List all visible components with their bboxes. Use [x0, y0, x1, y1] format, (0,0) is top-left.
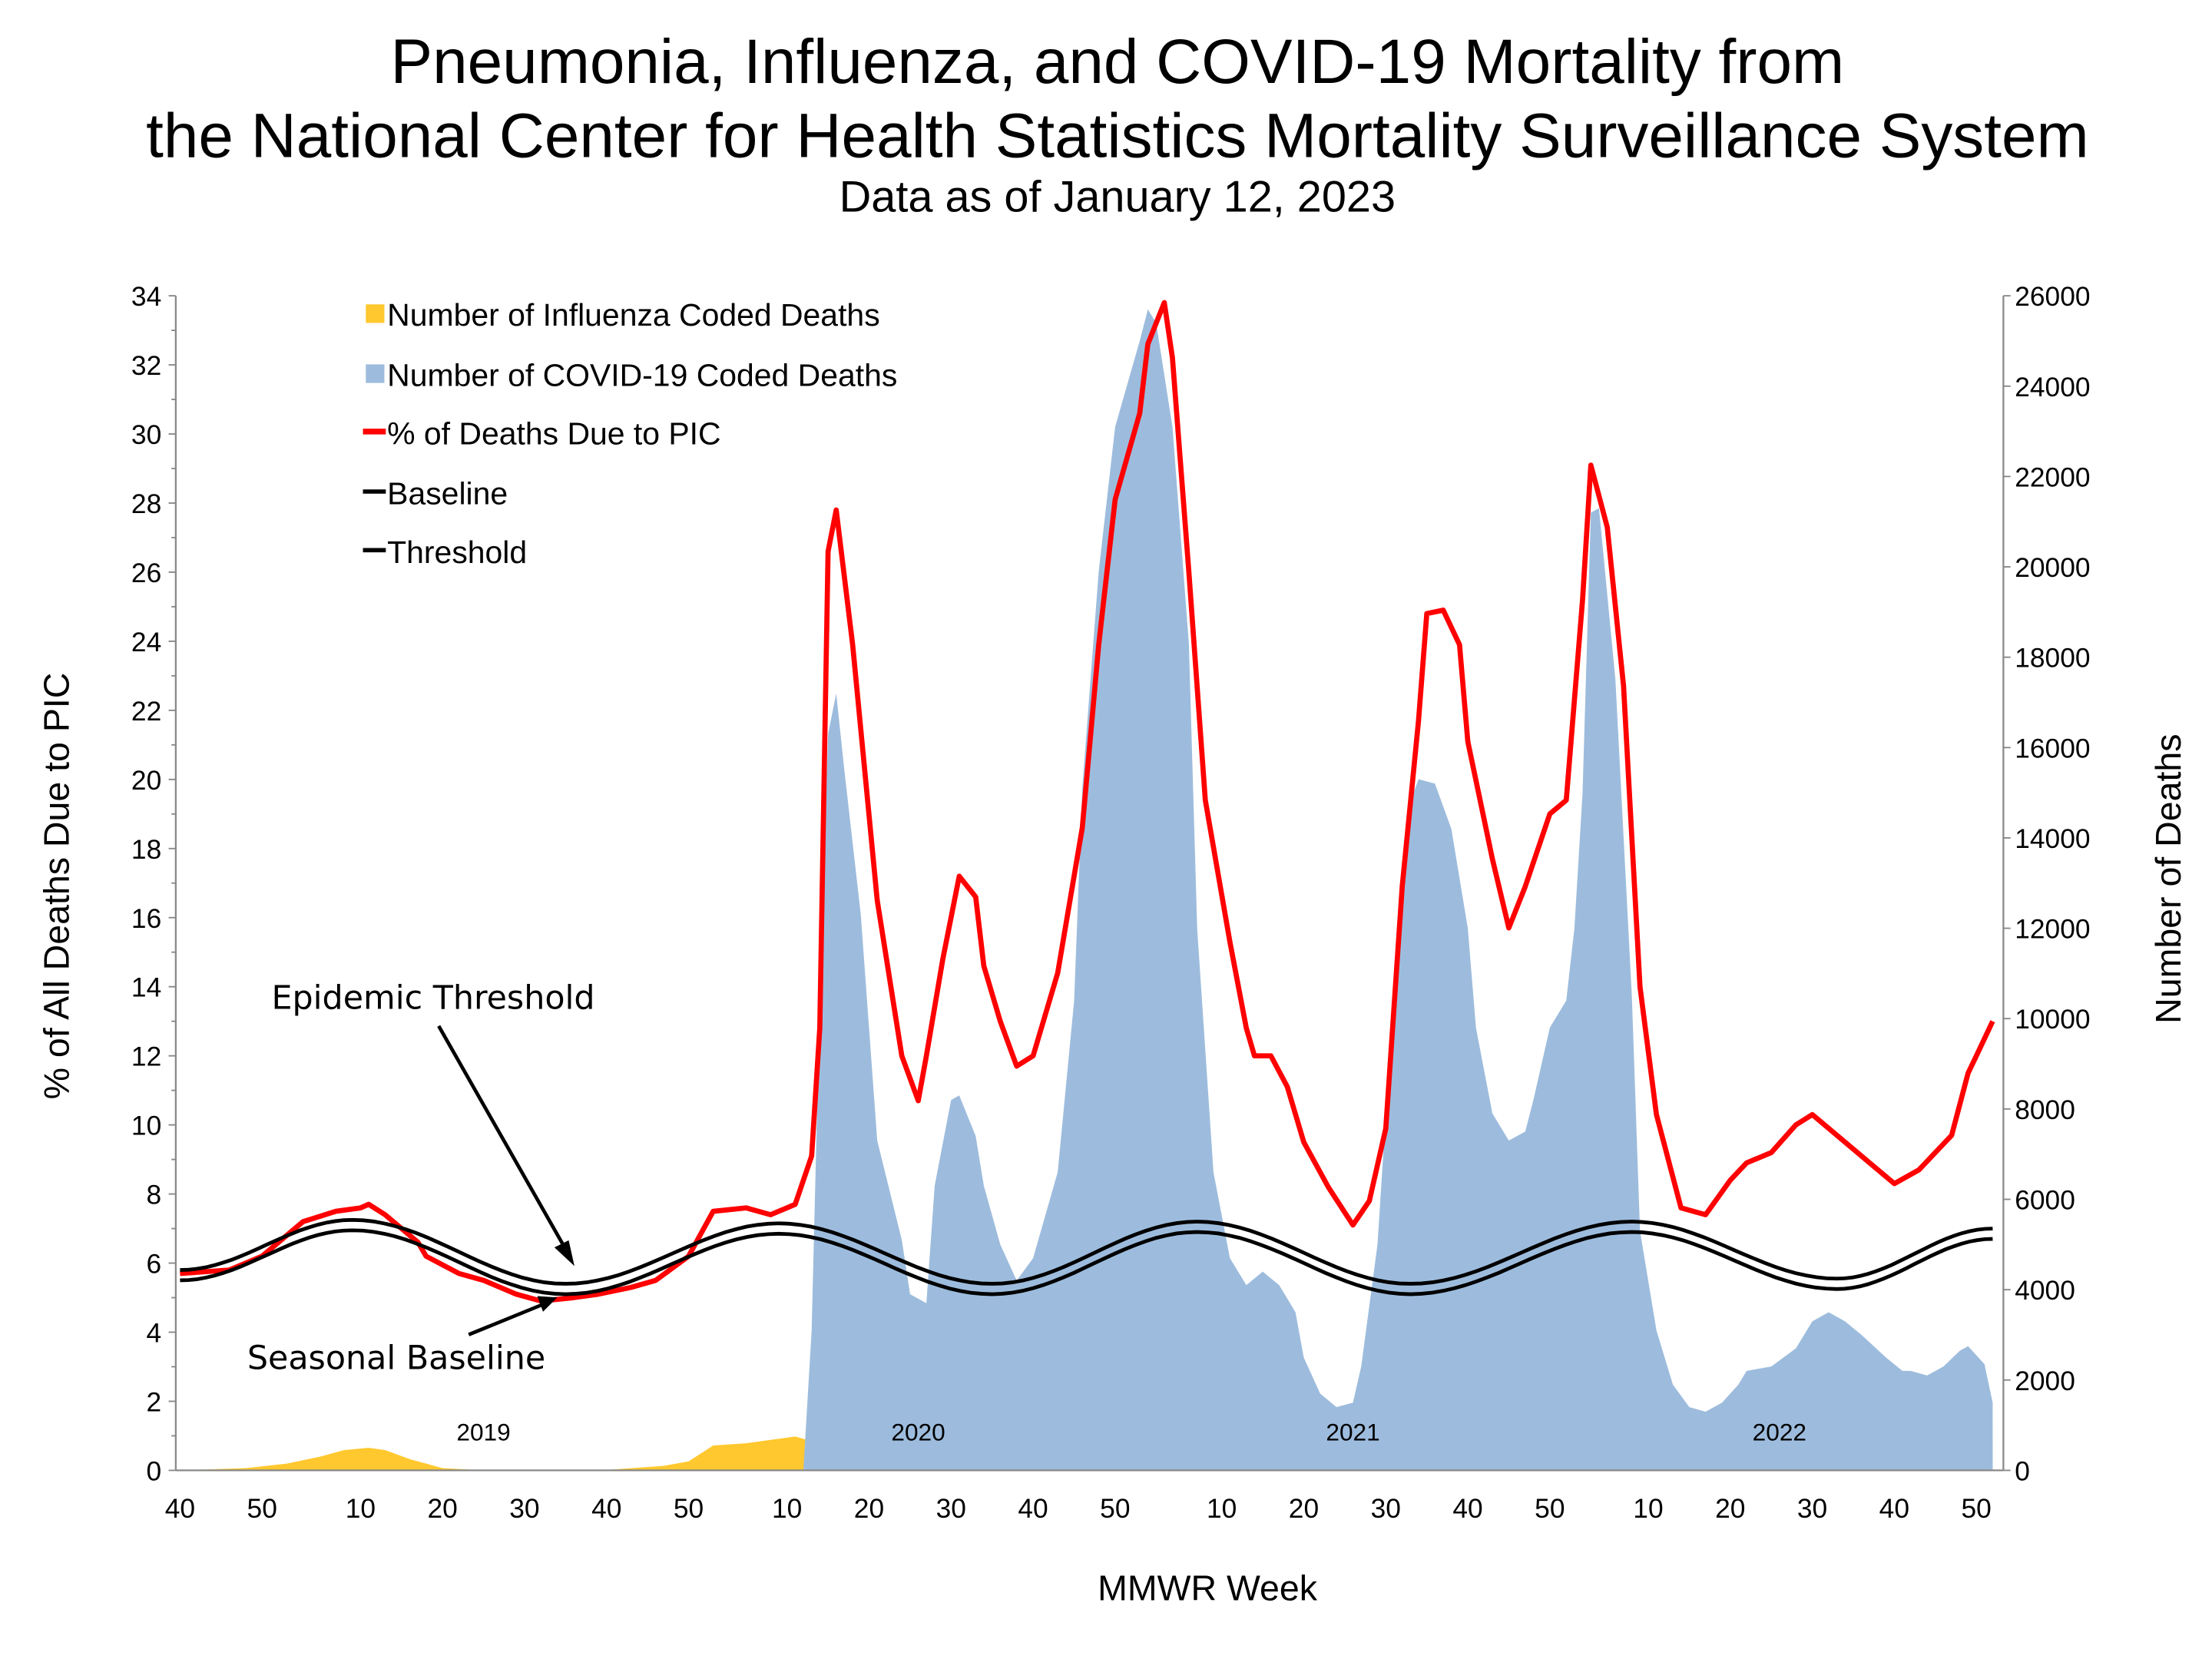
x-tick-label: 40: [1879, 1494, 1909, 1524]
y-right-tick-label: 8000: [2015, 1095, 2075, 1125]
annotation-epidemic-threshold-arrow: [437, 1025, 571, 1256]
y-right-tick-label: 6000: [2015, 1186, 2075, 1216]
annotation-epidemic-threshold-label: Epidemic Threshold: [271, 979, 594, 1017]
y-right-tick-label: 26000: [2015, 282, 2090, 312]
legend-label-covid: Number of COVID-19 Coded Deaths: [387, 357, 897, 392]
chart-subtitle: Data as of January 12, 2023: [839, 172, 1396, 221]
arrowhead-icon: [554, 1240, 575, 1267]
line-baseline: [180, 1228, 1993, 1296]
legend: Number of Influenza Coded Deaths Number …: [363, 297, 897, 570]
line--of-deaths-due-to-pic: [180, 300, 1995, 1304]
area-number-of-influenza-coded-deaths: [180, 1429, 1993, 1471]
y-right-tick-label: 18000: [2015, 644, 2090, 674]
chart-title-line1: Pneumonia, Influenza, and COVID-19 Morta…: [391, 27, 1845, 97]
axes: 0246810121416182022242628303234020004000…: [131, 282, 2091, 1524]
y-left-tick-label: 28: [131, 489, 161, 519]
legend-label-influenza: Number of Influenza Coded Deaths: [387, 297, 879, 333]
y-left-tick-label: 26: [131, 558, 161, 588]
area-layer: [180, 309, 1993, 1471]
x-tick-label: 40: [1452, 1494, 1482, 1524]
y-left-tick-label: 30: [131, 420, 161, 450]
y-right-tick-label: 2000: [2015, 1366, 2075, 1396]
x-tick-label: 40: [165, 1494, 195, 1524]
chart-title-line2: the National Center for Health Statistic…: [146, 101, 2089, 171]
x-tick-label: 50: [1961, 1494, 1991, 1524]
y-left-tick-label: 32: [131, 351, 161, 381]
x-tick-label: 20: [1289, 1494, 1319, 1524]
legend-label-pic: % of Deaths Due to PIC: [387, 416, 720, 452]
legend-label-threshold: Threshold: [387, 535, 527, 570]
y-right-tick-label: 24000: [2015, 373, 2090, 402]
x-tick-label: 10: [346, 1494, 376, 1524]
y-left-tick-label: 22: [131, 697, 161, 727]
x-tick-label: 50: [674, 1494, 704, 1524]
y-right-tick-label: 22000: [2015, 462, 2090, 492]
y-right-tick-label: 14000: [2015, 824, 2090, 854]
y-axis-left-label: % of All Deaths Due to PIC: [36, 673, 76, 1100]
annotation-seasonal-baseline: Seasonal Baseline: [247, 1296, 558, 1377]
x-tick-label: 30: [936, 1494, 966, 1524]
legend-label-baseline: Baseline: [387, 476, 508, 512]
annotation-seasonal-baseline-arrow: [468, 1301, 547, 1336]
x-axis-label: MMWR Week: [1098, 1568, 1318, 1608]
arrowhead-icon: [537, 1296, 558, 1312]
y-left-tick-label: 4: [147, 1319, 162, 1349]
year-label-2022: 2022: [1753, 1418, 1806, 1445]
x-tick-label: 30: [509, 1494, 539, 1524]
x-tick-label: 50: [1100, 1494, 1130, 1524]
x-tick-label: 50: [247, 1494, 277, 1524]
y-left-tick-label: 18: [131, 835, 161, 865]
y-left-tick-label: 10: [131, 1111, 161, 1141]
y-left-tick-label: 34: [131, 282, 161, 312]
y-right-tick-label: 20000: [2015, 553, 2090, 583]
y-left-tick-label: 0: [147, 1456, 162, 1486]
annotation-epidemic-threshold: Epidemic Threshold: [271, 979, 595, 1267]
annotation-seasonal-baseline-label: Seasonal Baseline: [247, 1339, 545, 1377]
y-right-tick-label: 12000: [2015, 915, 2090, 945]
y-left-tick-label: 24: [131, 628, 161, 657]
x-tick-label: 40: [591, 1494, 621, 1524]
x-tick-label: 20: [1715, 1494, 1745, 1524]
legend-swatch-covid: [366, 364, 385, 383]
y-left-tick-label: 8: [147, 1181, 162, 1210]
y-left-tick-label: 16: [131, 904, 161, 934]
y-left-tick-label: 12: [131, 1042, 161, 1072]
y-left-tick-label: 6: [147, 1250, 162, 1280]
x-tick-label: 20: [428, 1494, 458, 1524]
area-number-of-covid-19-coded-deaths: [803, 309, 1993, 1471]
y-right-tick-label: 10000: [2015, 1005, 2090, 1035]
x-tick-label: 30: [1797, 1494, 1827, 1524]
x-tick-label: 30: [1371, 1494, 1401, 1524]
legend-swatch-influenza: [366, 304, 385, 323]
x-tick-label: 10: [772, 1494, 802, 1524]
year-label-2020: 2020: [891, 1418, 945, 1445]
line-threshold: [180, 1217, 1993, 1286]
year-label-2019: 2019: [456, 1418, 510, 1445]
y-right-tick-label: 4000: [2015, 1276, 2075, 1306]
y-left-tick-label: 20: [131, 766, 161, 796]
x-tick-label: 10: [1633, 1494, 1663, 1524]
line-layer: [180, 300, 1995, 1304]
y-axis-right-label: Number of Deaths: [2148, 734, 2188, 1024]
y-right-tick-label: 0: [2015, 1456, 2030, 1486]
y-right-tick-label: 16000: [2015, 733, 2090, 763]
x-tick-label: 50: [1535, 1494, 1565, 1524]
x-tick-label: 40: [1018, 1494, 1048, 1524]
x-tick-label: 20: [854, 1494, 884, 1524]
y-left-tick-label: 2: [147, 1387, 162, 1417]
year-label-2021: 2021: [1326, 1418, 1379, 1445]
x-tick-label: 10: [1207, 1494, 1237, 1524]
y-left-tick-label: 14: [131, 973, 161, 1003]
